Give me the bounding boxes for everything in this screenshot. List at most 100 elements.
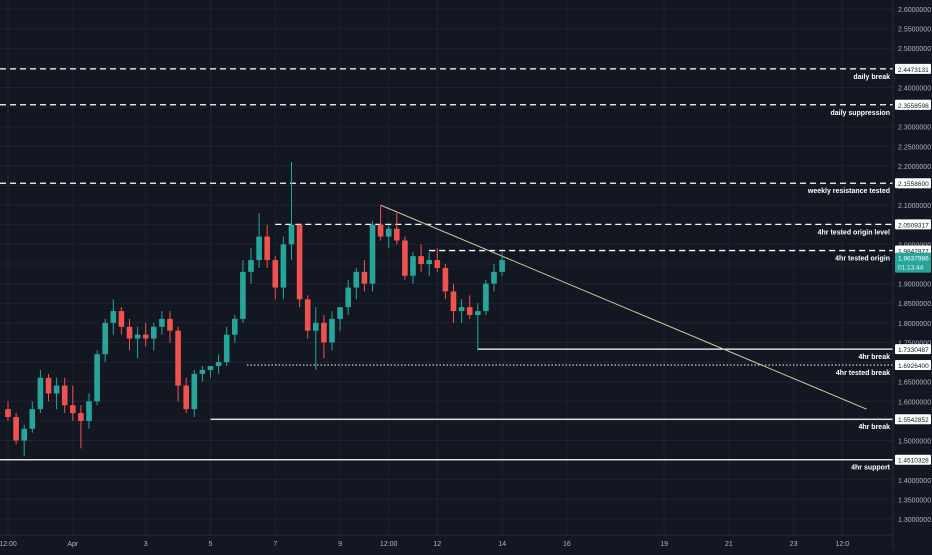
candle xyxy=(466,295,473,319)
x-tick-label: 23 xyxy=(790,541,798,548)
level-price-tag-bg xyxy=(895,359,931,370)
candle-body xyxy=(159,318,165,327)
level-price-tag: 2.0509317 xyxy=(895,219,931,230)
candle-body xyxy=(223,334,230,363)
level-price-tag-text: 2.0509317 xyxy=(898,222,929,229)
candle xyxy=(272,256,279,300)
level-price-tag-bg xyxy=(895,454,931,465)
candle xyxy=(313,307,319,370)
candle-body xyxy=(167,318,173,331)
price-tags: 2.4473131 2.3558598 2.1558600 2.0509317 1.98… xyxy=(895,63,931,465)
candle xyxy=(296,224,303,308)
y-tick-label: 1.9000000 xyxy=(898,282,931,289)
level-price-tag-text: 1.4510328 xyxy=(898,458,929,465)
x-tick-label: 12:00 xyxy=(380,541,398,548)
candle xyxy=(21,424,27,457)
candle xyxy=(434,248,441,272)
current-price-tag: 1.9637986 01:13:44 xyxy=(895,252,931,273)
y-tick-label: 2.5000000 xyxy=(898,46,931,53)
candle-body xyxy=(86,401,92,421)
candle-body xyxy=(232,318,238,335)
candle xyxy=(159,311,165,335)
candle xyxy=(232,315,238,343)
candle xyxy=(483,279,489,315)
level-price-tag: 1.4510328 xyxy=(895,454,931,465)
candle-body xyxy=(248,260,254,272)
y-tick-label: 2.5500000 xyxy=(898,27,931,34)
y-tick-label: 2.6000000 xyxy=(898,7,931,14)
candle-body xyxy=(329,318,335,343)
candle-body xyxy=(183,385,189,410)
x-tick-label: 21 xyxy=(725,541,733,548)
candle-body xyxy=(240,271,246,319)
candle-body xyxy=(337,307,343,319)
level-label: 4hr tested origin xyxy=(835,256,890,263)
level-label: weekly resistance tested xyxy=(807,188,890,195)
candle-body xyxy=(410,256,416,276)
level-label: 4hr break xyxy=(858,354,890,361)
candle xyxy=(142,322,149,347)
candle xyxy=(256,213,262,268)
candle xyxy=(78,405,84,449)
candle xyxy=(329,311,335,351)
candles xyxy=(5,162,505,457)
candle-body xyxy=(442,267,449,292)
candle-body xyxy=(418,256,424,264)
y-tick-label: 1.4000000 xyxy=(898,478,931,485)
candle xyxy=(304,295,311,339)
candle-body xyxy=(288,224,295,245)
level-price-tag-text: 1.5542852 xyxy=(898,417,929,424)
candle-body xyxy=(126,326,133,339)
candle xyxy=(183,377,189,414)
candle xyxy=(458,299,465,323)
level-label: 4hr break xyxy=(858,424,890,431)
level-label: 4hr tested break xyxy=(836,370,890,377)
candle-body xyxy=(272,260,279,288)
candle xyxy=(223,326,230,366)
candle-body xyxy=(264,236,270,261)
candle xyxy=(110,299,117,335)
candle xyxy=(126,318,133,351)
y-tick-label: 1.5000000 xyxy=(898,439,931,446)
candle-body xyxy=(499,260,505,272)
candle-body xyxy=(304,299,311,331)
level-price-tag: 1.6926400 xyxy=(895,359,931,370)
candle-body xyxy=(61,385,68,406)
candle-body xyxy=(151,326,157,339)
x-tick-label: 5 xyxy=(209,541,213,548)
level-price-tag: 1.7330487 xyxy=(895,344,931,355)
candle xyxy=(86,393,92,429)
y-tick-label: 2.1000000 xyxy=(898,203,931,210)
y-tick-label: 1.3500000 xyxy=(898,497,931,504)
candle-body xyxy=(53,385,60,394)
candle-body xyxy=(434,260,441,268)
level-price-tag-bg xyxy=(895,344,931,355)
candle-body xyxy=(402,240,408,276)
candle xyxy=(53,377,60,410)
candle-body xyxy=(313,322,319,331)
candle-body xyxy=(215,362,222,366)
y-tick-label: 2.2000000 xyxy=(898,164,931,171)
y-tick-label: 2.4000000 xyxy=(898,85,931,92)
candle xyxy=(215,354,222,374)
candle xyxy=(70,385,76,421)
level-price-tag: 2.1558600 xyxy=(895,178,931,189)
level-price-tag-text: 2.3558598 xyxy=(898,103,929,110)
x-tick-label: 9 xyxy=(338,541,342,548)
level-label: daily suppression xyxy=(830,110,890,117)
grid xyxy=(0,0,893,535)
countdown-text: 01:13:44 xyxy=(898,265,924,272)
trendline xyxy=(380,204,867,410)
candle xyxy=(264,224,270,268)
candle-body xyxy=(142,334,149,339)
x-tick-label: 12 xyxy=(433,541,441,548)
candle xyxy=(61,377,68,414)
candle xyxy=(37,369,44,414)
candle xyxy=(402,236,408,280)
candle xyxy=(13,413,19,445)
x-tick-label: Apr xyxy=(67,541,79,548)
candle-body xyxy=(426,260,432,264)
